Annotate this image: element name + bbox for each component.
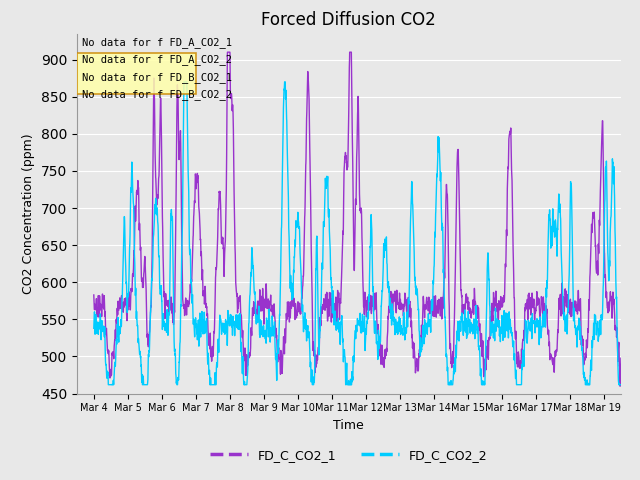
FancyBboxPatch shape — [77, 53, 196, 95]
Text: No data for f FD_A_CO2_1: No data for f FD_A_CO2_1 — [82, 37, 232, 48]
Text: No data for f FD_A_CO2_2: No data for f FD_A_CO2_2 — [82, 54, 232, 65]
Text: No data for f FD_B_CO2_2: No data for f FD_B_CO2_2 — [82, 89, 232, 100]
Text: No data for f FD_B_CO2_1: No data for f FD_B_CO2_1 — [82, 72, 232, 83]
Title: Forced Diffusion CO2: Forced Diffusion CO2 — [261, 11, 436, 29]
Y-axis label: CO2 Concentration (ppm): CO2 Concentration (ppm) — [22, 133, 35, 294]
X-axis label: Time: Time — [333, 419, 364, 432]
Legend: FD_C_CO2_1, FD_C_CO2_2: FD_C_CO2_1, FD_C_CO2_2 — [205, 444, 492, 467]
